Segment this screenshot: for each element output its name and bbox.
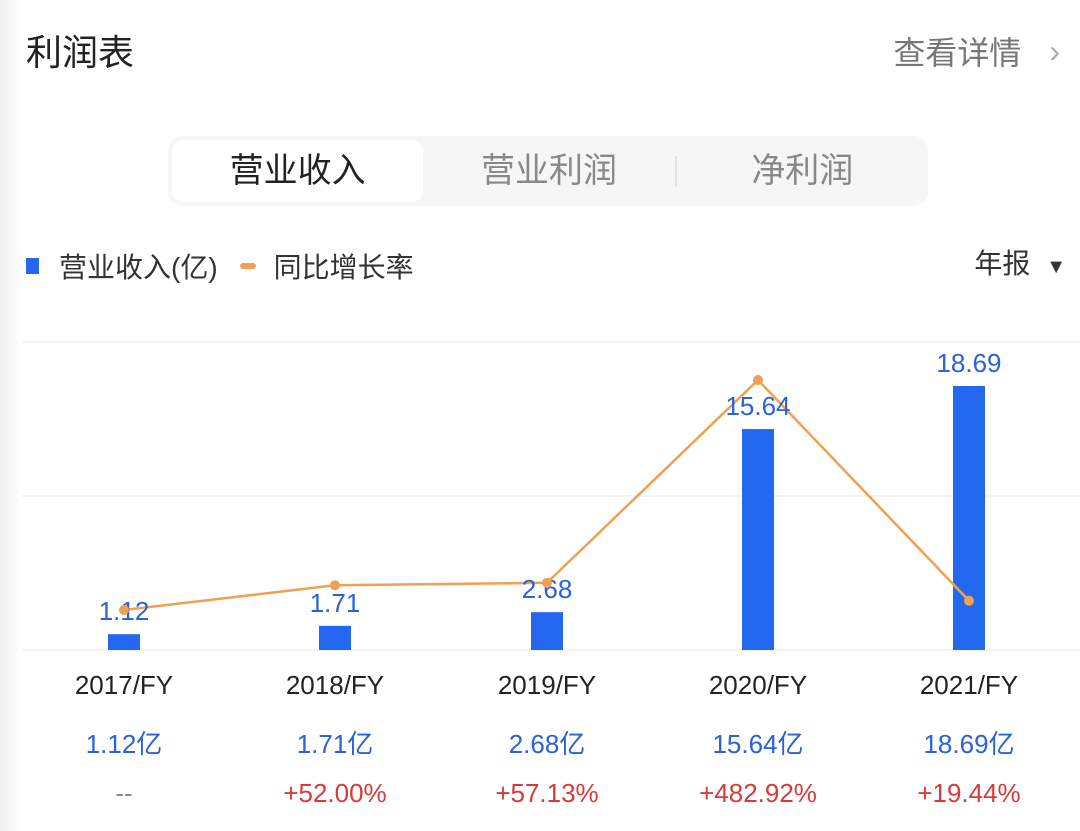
growth-value: +52.00% (283, 778, 387, 808)
legend-line-label: 同比增长率 (273, 252, 414, 283)
view-details-label: 查看详情 (893, 35, 1022, 71)
period-dropdown[interactable]: 年报 ▼ (974, 242, 1066, 282)
left-edge-shadow (0, 0, 22, 831)
period-label: 年报 (974, 248, 1031, 279)
tab-operating-profit[interactable]: 营业利润 (480, 152, 617, 190)
chart-legend: 营业收入(亿) 同比增长率 (26, 246, 414, 286)
category-label: 2017/FY (74, 670, 174, 700)
growth-value: -- (115, 778, 133, 808)
tab-net-profit[interactable]: 净利润 (751, 152, 854, 190)
bar-2019/FY (531, 612, 563, 650)
growth-value: +19.44% (917, 778, 1021, 808)
category-label: 2021/FY (919, 670, 1019, 700)
revenue-value: 1.71亿 (296, 729, 374, 759)
bar-2020/FY (742, 429, 774, 650)
bar-label: 1.71 (310, 588, 361, 618)
growth-value: +482.92% (699, 778, 817, 808)
growth-point (542, 577, 552, 588)
growth-row: -- +52.00% +57.13% +482.92% +19.44% (0, 778, 1080, 818)
bar-2021/FY (953, 386, 985, 650)
page-title: 利润表 (26, 32, 135, 73)
legend-line-swatch (239, 263, 256, 269)
bar-label: 18.69 (936, 348, 1001, 378)
bar-2018/FY (319, 625, 351, 650)
revenue-value: 15.64亿 (712, 729, 804, 759)
revenue-value: 18.69亿 (923, 729, 1015, 759)
legend-bar-label: 营业收入(亿) (59, 252, 218, 283)
growth-point (119, 605, 129, 615)
category-label: 2019/FY (497, 670, 597, 700)
category-row: 2017/FY 2018/FY 2019/FY 2020/FY 2021/FY (0, 670, 1080, 710)
value-row: 1.12亿 1.71亿 2.68亿 15.64亿 18.69亿 (0, 724, 1080, 764)
tab-divider (674, 156, 677, 186)
revenue-value: 2.68亿 (508, 729, 586, 759)
tab-revenue[interactable]: 营业收入 (172, 140, 424, 202)
chevron-right-icon: › (1049, 32, 1060, 69)
bar-2017/FY (108, 634, 140, 650)
metric-tabs: 营业收入 营业利润 净利润 (168, 136, 928, 206)
growth-point (330, 580, 340, 591)
revenue-value: 1.12亿 (85, 729, 163, 759)
category-label: 2018/FY (285, 670, 385, 700)
caret-down-icon: ▼ (1046, 256, 1066, 278)
category-label: 2020/FY (708, 670, 808, 700)
growth-point (964, 595, 974, 606)
growth-value: +57.13% (495, 778, 599, 808)
legend-bar-swatch (26, 258, 39, 274)
bar-label: 15.64 (725, 391, 790, 421)
growth-point (753, 375, 763, 385)
view-details-link[interactable]: 查看详情 › (893, 28, 1060, 74)
